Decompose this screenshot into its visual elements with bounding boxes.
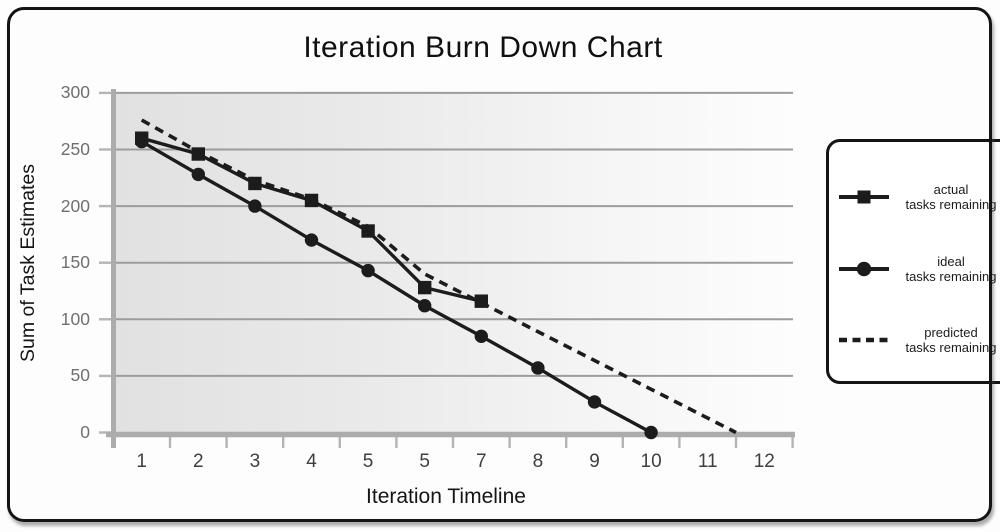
legend: actual tasks remaining ideal tasks remai… (826, 139, 1000, 384)
legend-label-line: tasks remaining (905, 197, 997, 212)
legend-label-line: tasks remaining (905, 340, 997, 355)
y-tick-label: 0 (80, 422, 90, 442)
circle-marker (304, 233, 319, 247)
y-tick-label: 300 (60, 82, 90, 103)
circle-marker (531, 361, 545, 375)
dashed-line-icon (839, 337, 889, 343)
square-marker (418, 280, 432, 295)
x-tick-label: 12 (753, 451, 775, 472)
chart-title: Iteration Burn Down Chart (303, 31, 663, 64)
x-tick-label: 4 (306, 451, 317, 472)
x-tick-label: 3 (249, 451, 261, 472)
circle-marker (418, 299, 432, 313)
y-tick-label: 50 (70, 365, 90, 386)
legend-item-ideal: ideal tasks remaining (837, 252, 1000, 286)
legend-item-actual: actual tasks remaining (837, 180, 1000, 214)
series-none-line (140, 118, 737, 435)
circle-marker (191, 167, 205, 182)
legend-label-line: ideal (937, 253, 965, 269)
x-axis-title: Iteration Timeline (366, 485, 526, 508)
circle-marker (135, 134, 149, 149)
x-tick-label: 1 (136, 451, 147, 472)
circle-on-line-icon (839, 261, 889, 277)
legend-label-predicted: predicted tasks remaining (891, 325, 1000, 356)
x-tick-label: 2 (193, 451, 204, 472)
y-tick-label: 150 (60, 252, 90, 273)
circle-marker (587, 395, 602, 409)
square-marker (191, 147, 205, 161)
legend-item-predicted: predicted tasks remaining (837, 323, 1000, 357)
legend-label-ideal: ideal tasks remaining (891, 254, 1000, 285)
series-circle-line (140, 140, 652, 434)
circle-marker (248, 199, 262, 213)
x-tick-label: 5 (419, 451, 430, 472)
circle-marker (474, 329, 488, 343)
circle-marker (644, 425, 658, 440)
legend-label-line: tasks remaining (905, 269, 997, 284)
x-tick-label: 5 (362, 451, 374, 472)
x-tick-label: 10 (640, 451, 662, 472)
circle-marker (361, 263, 375, 278)
y-tick-label: 100 (60, 308, 90, 329)
x-tick-label: 11 (697, 451, 718, 472)
y-tick-label: 200 (60, 195, 90, 216)
x-tick-label: 8 (532, 451, 544, 472)
x-tick-label: 9 (589, 451, 600, 472)
x-tick-label: 7 (476, 451, 487, 472)
square-on-line-icon (839, 190, 889, 204)
legend-label-actual: actual tasks remaining (891, 182, 1000, 213)
y-tick-label: 250 (60, 139, 90, 159)
legend-label-line: actual (933, 181, 969, 197)
legend-label-line: predicted (924, 324, 978, 340)
